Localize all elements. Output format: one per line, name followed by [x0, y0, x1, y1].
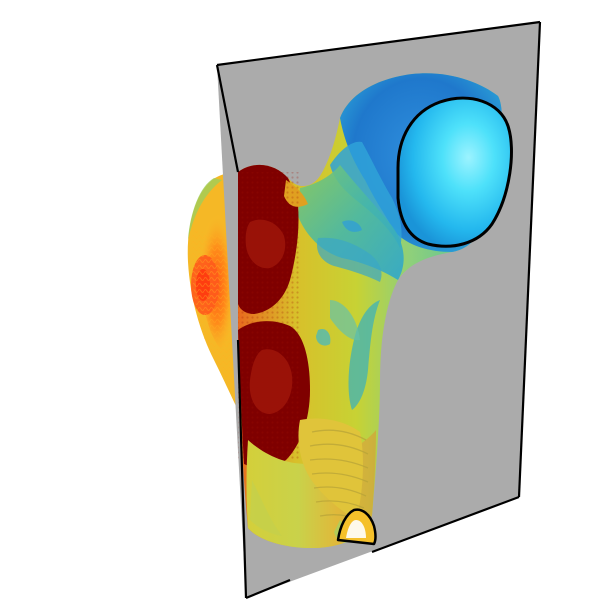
shaft-cross-section-contour	[336, 508, 377, 546]
cutting-plane-edges	[215, 20, 542, 600]
femur-surface	[238, 73, 512, 549]
femur-surface-behind-plane	[187, 172, 238, 410]
femoral-head-contour	[396, 96, 513, 248]
femoral-head-section	[398, 98, 512, 247]
